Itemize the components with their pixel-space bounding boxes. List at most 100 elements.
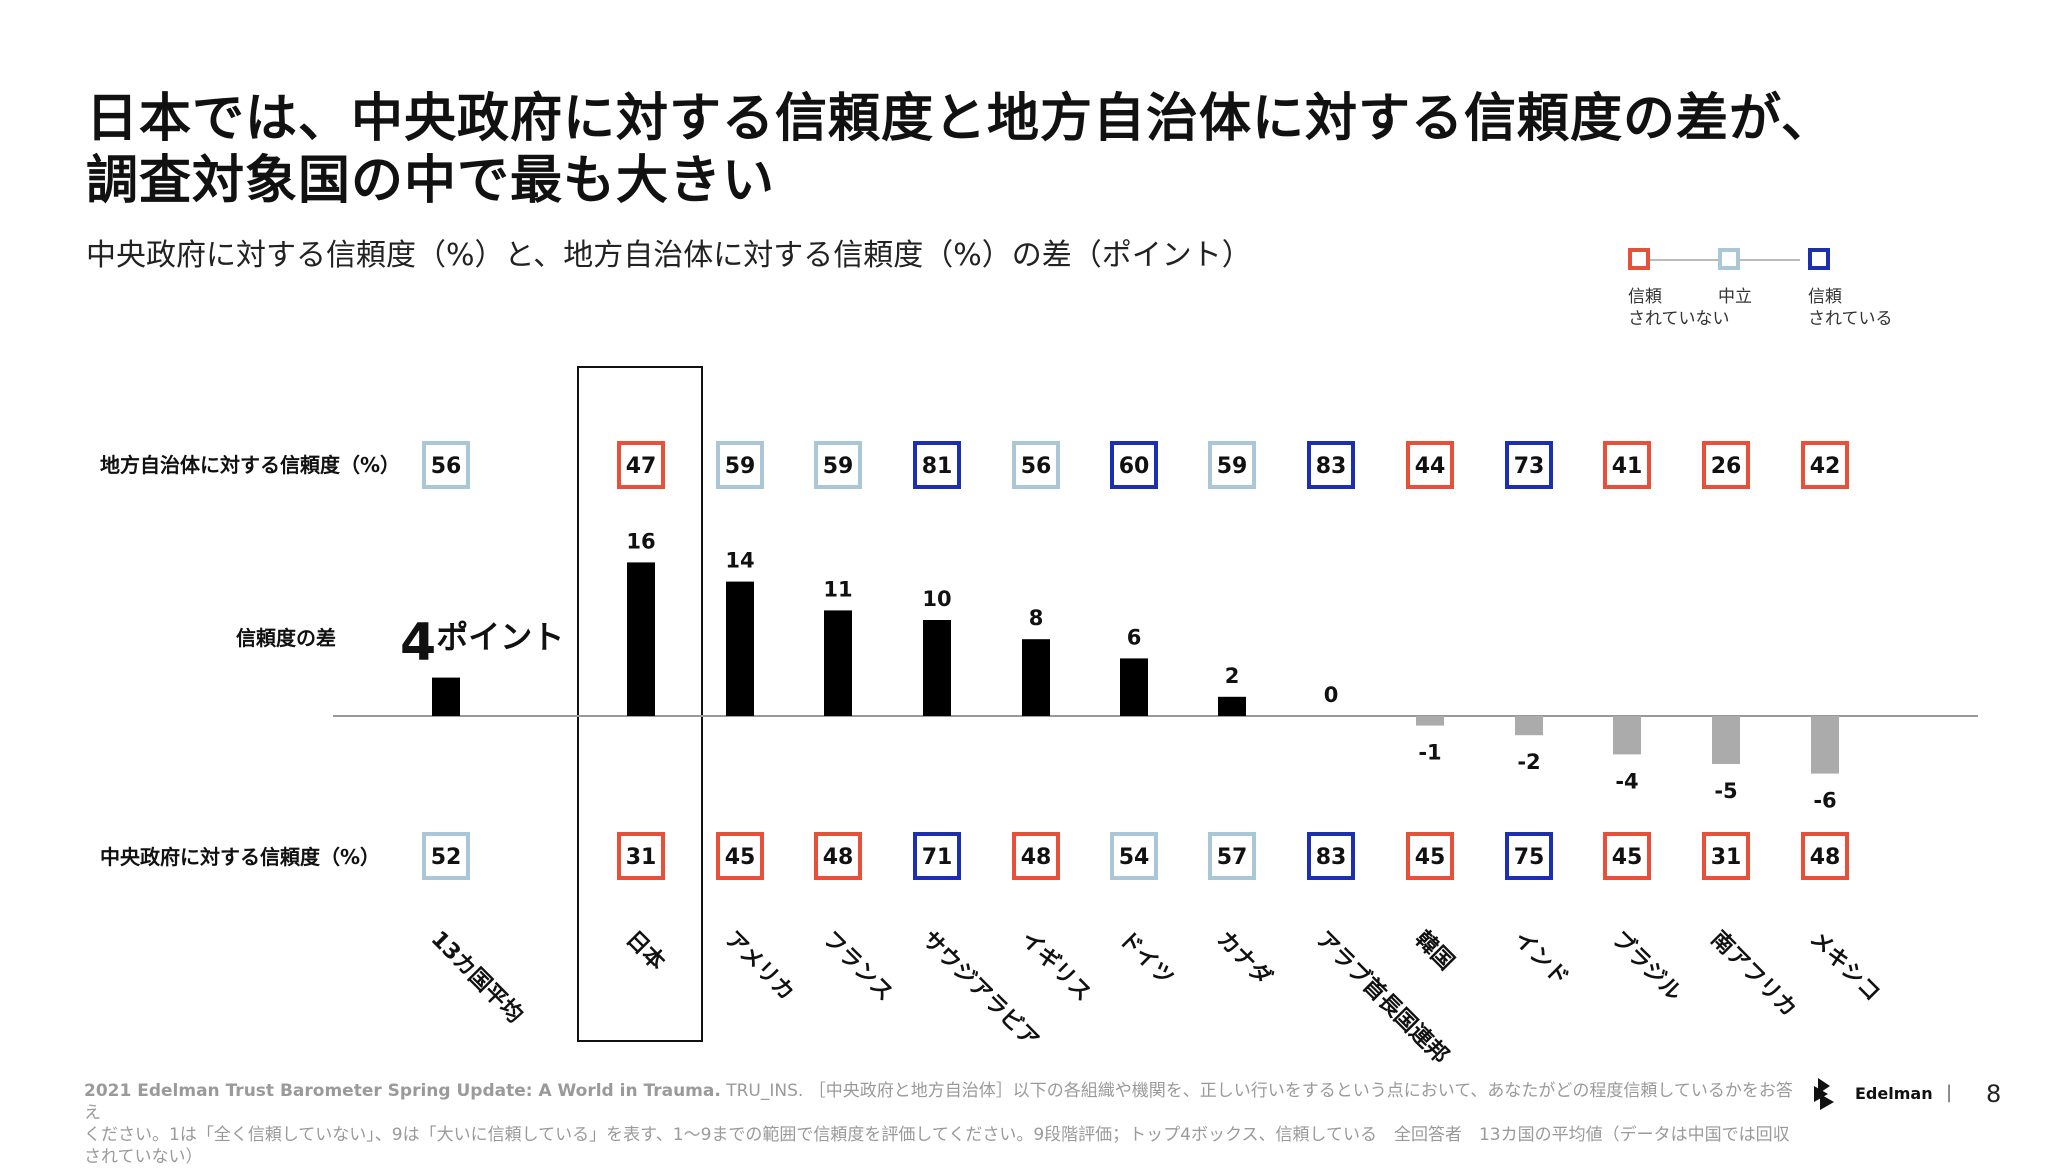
central-trust-box	[1012, 832, 1060, 880]
category-label: 13カ国平均	[426, 926, 528, 1028]
page-title: 日本では、中央政府に対する信頼度と地方自治体に対する信頼度の差が、 調査対象国の…	[86, 88, 1966, 212]
difference-label: 0	[1324, 683, 1339, 707]
difference-bar	[1515, 716, 1543, 736]
legend-neutral-label: 中立	[1718, 287, 1752, 307]
average-difference-callout: 4ポイント	[400, 613, 564, 673]
local-trust-value: 59	[725, 454, 756, 479]
central-trust-value: 52	[431, 845, 462, 870]
central-trust-value: 48	[1021, 845, 1052, 870]
legend-distrust-label: 信頼 されていない	[1628, 287, 1730, 329]
row-label-central: 中央政府に対する信頼度（%）	[100, 845, 380, 869]
local-trust-box	[716, 441, 764, 489]
difference-label: 2	[1225, 664, 1240, 688]
difference-label: -4	[1615, 769, 1638, 793]
category-label: 南アフリカ	[1706, 927, 1801, 1022]
difference-bar	[627, 562, 655, 716]
category-label: アメリカ	[720, 927, 799, 1006]
local-trust-value: 59	[1217, 454, 1248, 479]
central-trust-box	[422, 832, 470, 880]
category-label: イギリス	[1016, 927, 1096, 1007]
legend-trust-swatch	[1808, 248, 1830, 270]
difference-bar	[726, 581, 754, 716]
edelman-logo-icon	[1814, 1078, 1834, 1110]
difference-bar	[1712, 716, 1740, 764]
difference-label: 14	[725, 549, 754, 573]
difference-bar	[1811, 716, 1839, 774]
highlight-box-japan	[577, 366, 703, 1042]
local-trust-value: 47	[626, 454, 657, 479]
row-label-local: 地方自治体に対する信頼度（%）	[100, 453, 400, 477]
central-trust-box	[716, 832, 764, 880]
local-trust-box	[913, 441, 961, 489]
central-trust-box	[1801, 832, 1849, 880]
difference-label: 10	[922, 587, 951, 611]
local-trust-value: 59	[823, 454, 854, 479]
legend: 信頼 されていない 中立 信頼 されている	[1620, 240, 1900, 340]
difference-bar	[1416, 716, 1444, 726]
difference-label: -2	[1517, 750, 1540, 774]
page-number: 8	[1986, 1080, 2002, 1108]
central-trust-value: 57	[1217, 845, 1248, 870]
local-trust-value: 73	[1514, 454, 1545, 479]
difference-label: -1	[1418, 741, 1441, 765]
category-label: ブラジル	[1607, 926, 1687, 1006]
central-trust-value: 48	[823, 845, 854, 870]
category-label: フランス	[818, 927, 898, 1007]
edelman-logo-text: Edelman	[1855, 1084, 1933, 1103]
central-trust-box	[1505, 832, 1553, 880]
difference-label: 6	[1127, 625, 1142, 649]
central-trust-value: 45	[1415, 845, 1446, 870]
central-trust-value: 31	[626, 845, 657, 870]
category-label: 日本	[621, 927, 670, 976]
local-trust-value: 60	[1119, 454, 1150, 479]
difference-bar	[1218, 696, 1246, 716]
footer-separator: |	[1946, 1082, 1953, 1103]
local-trust-value: 81	[922, 454, 953, 479]
page-title-line1: 日本では、中央政府に対する信頼度と地方自治体に対する信頼度の差が、	[86, 89, 1834, 149]
legend-distrust-swatch	[1628, 248, 1650, 270]
local-trust-box	[1505, 441, 1553, 489]
category-label: インド	[1509, 927, 1573, 991]
difference-bar	[432, 677, 460, 716]
page-title-line2: 調査対象国の中で最も大きい	[86, 151, 776, 211]
category-label: カナダ	[1212, 926, 1277, 991]
local-trust-box	[1012, 441, 1060, 489]
local-trust-value: 42	[1810, 454, 1841, 479]
difference-label: 8	[1029, 606, 1044, 630]
central-trust-box	[1702, 832, 1750, 880]
local-trust-box	[1208, 441, 1256, 489]
source-title: 2021 Edelman Trust Barometer Spring Upda…	[84, 1081, 721, 1101]
local-trust-value: 56	[1021, 454, 1052, 479]
local-trust-value: 83	[1316, 454, 1347, 479]
local-trust-box	[1702, 441, 1750, 489]
local-trust-box	[1307, 441, 1355, 489]
local-trust-box	[617, 441, 665, 489]
central-trust-box	[617, 832, 665, 880]
category-label: ドイツ	[1114, 927, 1178, 991]
local-trust-value: 26	[1711, 454, 1742, 479]
central-trust-box	[1307, 832, 1355, 880]
difference-label: 11	[823, 577, 852, 601]
central-trust-value: 71	[922, 845, 953, 870]
central-trust-value: 31	[1711, 845, 1742, 870]
central-trust-value: 54	[1119, 845, 1150, 870]
central-trust-value: 45	[725, 845, 756, 870]
local-trust-value: 44	[1415, 454, 1446, 479]
difference-bar	[1120, 658, 1148, 716]
source-text: TRU_INS. ［中央政府と地方自治体］以下の各組織や機関を、正しい行いをする…	[84, 1081, 1793, 1123]
central-trust-value: 48	[1810, 845, 1841, 870]
local-trust-box	[1801, 441, 1849, 489]
local-trust-value: 56	[431, 454, 462, 479]
legend-trust-label: 信頼 されている	[1808, 287, 1893, 329]
difference-bar	[1022, 639, 1050, 716]
difference-label: -5	[1714, 779, 1737, 803]
local-trust-box	[1603, 441, 1651, 489]
chart-subtitle: 中央政府に対する信頼度（%）と、地方自治体に対する信頼度（%）の差（ポイント）	[86, 238, 1252, 273]
difference-bar	[824, 610, 852, 716]
difference-label: -6	[1813, 789, 1836, 813]
source-footnote: 2021 Edelman Trust Barometer Spring Upda…	[84, 1080, 1804, 1168]
local-trust-box	[814, 441, 862, 489]
local-trust-box	[1110, 441, 1158, 489]
central-trust-box	[1208, 832, 1256, 880]
